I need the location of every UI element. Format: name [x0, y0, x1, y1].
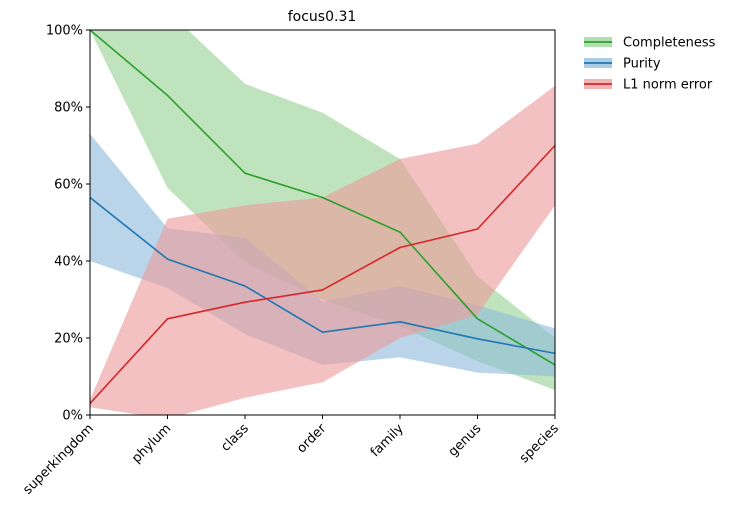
- band-2: [90, 85, 555, 415]
- legend-label: Purity: [623, 57, 661, 72]
- data-point: [399, 231, 401, 233]
- legend: Completeness Purity L1 norm error: [584, 36, 716, 93]
- x-tick-label: order: [294, 421, 330, 457]
- legend-label: Completeness: [623, 36, 716, 51]
- x-tick-label: family: [368, 421, 407, 460]
- y-tick-label: 80%: [54, 101, 83, 116]
- data-point: [321, 331, 324, 334]
- data-point: [166, 317, 169, 320]
- data-point: [476, 317, 479, 320]
- data-point: [399, 321, 401, 323]
- data-point: [321, 196, 324, 199]
- x-tick-label: phylum: [129, 421, 174, 466]
- x-axis: superkingdom phylum class order family genus s…: [20, 415, 562, 498]
- y-tick-label: 100%: [46, 24, 83, 39]
- data-point: [166, 258, 169, 260]
- y-tick-label: 40%: [54, 255, 83, 270]
- data-point: [166, 94, 169, 97]
- legend-label: L1 norm error: [623, 78, 713, 93]
- x-tick-label: species: [517, 421, 562, 466]
- data-point: [244, 172, 246, 175]
- y-tick-label: 60%: [54, 178, 83, 193]
- data-point: [476, 337, 479, 340]
- chart-title: focus0.31: [288, 9, 357, 25]
- confidence-bands: [90, 30, 555, 415]
- y-axis: 0% 20% 40% 60% 80% 100%: [46, 24, 90, 424]
- data-point: [399, 246, 401, 249]
- data-point: [476, 228, 479, 230]
- y-tick-label: 0%: [62, 409, 83, 424]
- y-tick-label: 20%: [54, 332, 83, 347]
- x-tick-label: class: [218, 421, 252, 455]
- series-lines: [90, 30, 555, 405]
- data-point: [321, 289, 324, 291]
- data-point: [244, 301, 246, 303]
- data-point: [244, 285, 246, 287]
- x-tick-label: genus: [446, 421, 485, 460]
- x-tick-label: superkingdom: [20, 421, 96, 497]
